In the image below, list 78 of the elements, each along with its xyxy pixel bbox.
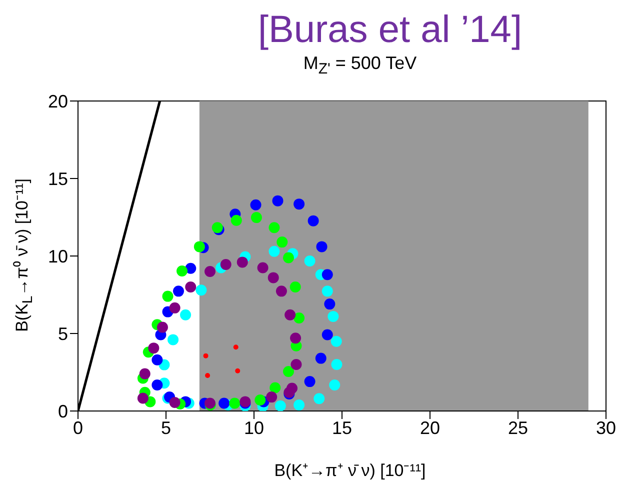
point	[284, 308, 296, 320]
point	[270, 382, 281, 393]
point	[328, 310, 339, 322]
point	[290, 358, 302, 370]
point	[185, 262, 196, 274]
point	[276, 285, 287, 296]
x-tick-label: 5	[160, 417, 172, 438]
point	[196, 284, 207, 296]
chart-title: [Buras et al ’14]	[256, 8, 524, 52]
point	[274, 400, 286, 411]
point	[169, 302, 180, 314]
y-tick-label: 5	[58, 323, 68, 344]
point	[294, 198, 305, 210]
x-tick-label: 0	[72, 417, 84, 438]
point	[162, 290, 174, 302]
point	[316, 240, 328, 252]
point	[268, 222, 280, 233]
y-tick-label: 20	[48, 90, 68, 111]
point	[268, 272, 279, 283]
y-tick-label: 0	[58, 400, 68, 421]
point	[156, 321, 168, 332]
point	[235, 368, 240, 373]
point	[308, 214, 319, 226]
y-tick-label: 10	[48, 246, 68, 266]
point	[322, 328, 333, 340]
point	[266, 391, 278, 402]
x-axis-title: B(K⁺→π⁺ ν̄ ν) [10⁻¹¹]	[273, 460, 427, 481]
point	[304, 376, 316, 387]
point	[294, 312, 305, 324]
point	[169, 396, 180, 408]
point	[194, 240, 205, 252]
x-tick-label: 25	[508, 417, 528, 438]
point	[250, 198, 262, 210]
point	[185, 281, 196, 292]
x-tick-label: 15	[332, 417, 352, 438]
point	[229, 397, 240, 408]
x-tick-label: 10	[244, 417, 264, 438]
point	[282, 366, 294, 377]
point	[204, 266, 216, 277]
x-tick-label: 30	[596, 417, 616, 438]
point	[290, 332, 302, 344]
point	[294, 399, 305, 410]
point	[315, 352, 326, 364]
point	[148, 342, 160, 354]
point	[254, 394, 266, 406]
point	[276, 236, 288, 248]
point	[152, 379, 163, 390]
point	[322, 285, 333, 296]
x-tick-label: 20	[420, 417, 440, 438]
point	[236, 256, 248, 268]
y-tick-label: 15	[48, 168, 68, 188]
point	[137, 392, 148, 404]
point	[220, 258, 232, 270]
point	[180, 308, 192, 320]
point	[205, 372, 210, 378]
chart-subtitle: M$_{Z'}$ = 500 TeV	[302, 52, 418, 80]
point	[250, 212, 262, 223]
point	[257, 262, 268, 273]
point	[324, 298, 336, 310]
point	[290, 281, 301, 292]
point	[304, 255, 316, 266]
point	[152, 354, 163, 365]
point	[233, 344, 238, 350]
point	[330, 336, 342, 346]
point	[168, 334, 179, 345]
point	[230, 214, 242, 226]
point	[203, 352, 208, 358]
point	[176, 265, 188, 276]
point	[331, 358, 342, 370]
point	[329, 379, 340, 390]
point	[172, 285, 184, 296]
point	[218, 397, 230, 408]
point	[268, 245, 280, 256]
point	[139, 368, 150, 379]
point	[272, 194, 284, 206]
point	[314, 392, 325, 404]
point	[322, 268, 333, 280]
point	[282, 252, 294, 263]
